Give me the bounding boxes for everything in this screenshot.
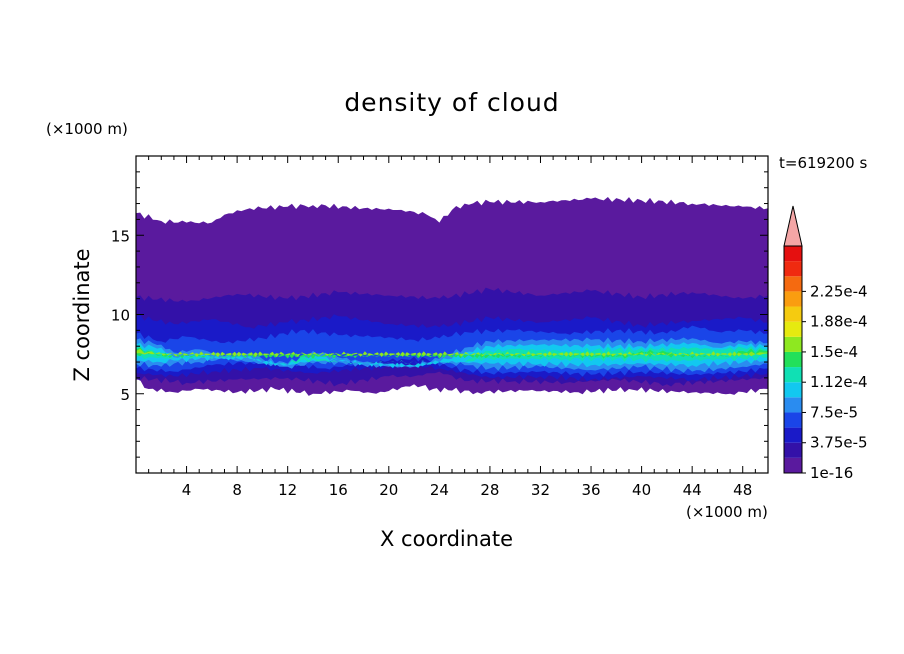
x-axis-label: X coordinate [380, 527, 514, 551]
x-tick-label: 48 [733, 481, 752, 499]
colorbar-swatch [784, 457, 802, 473]
x-axis-unit: (×1000 m) [686, 503, 768, 521]
y-axis-ticks: 5 10 15 [111, 171, 768, 458]
colorbar-swatch [784, 397, 802, 413]
colorbar-swatch [784, 336, 802, 352]
time-annotation: t=619200 s [779, 154, 868, 172]
contour-band-8 [136, 348, 768, 358]
colorbar-swatch [784, 261, 802, 277]
colorbar-frame [783, 245, 803, 474]
x-axis-ticks: 4 8 12 16 20 24 28 32 36 40 44 48 [148, 156, 756, 499]
y-tick-label: 15 [111, 227, 130, 245]
colorbar-swatch [784, 246, 802, 262]
colorbar-swatch [784, 306, 802, 322]
z-axis-unit: (×1000 m) [46, 120, 128, 138]
contour-band-6 [136, 345, 768, 366]
chart-title: density of cloud [344, 88, 560, 117]
contour-band-5 [136, 342, 768, 368]
colorbar-extend-arrow [783, 205, 803, 247]
y-tick-label: 5 [120, 386, 130, 404]
colorbar-swatch [784, 276, 802, 292]
colorbar-label: 1.12e-4 [810, 373, 868, 391]
x-tick-label: 8 [232, 481, 242, 499]
colorbar-swatch [784, 291, 802, 307]
colorbar-swatch [784, 382, 802, 398]
contour-fill-layer [136, 197, 768, 396]
colorbar-label: 7.5e-5 [810, 403, 858, 421]
colorbar-swatch [784, 412, 802, 428]
x-tick-label: 40 [632, 481, 651, 499]
x-tick-label: 4 [182, 481, 192, 499]
colorbar: 1e-16 3.75e-5 7.5e-5 1.12e-4 1.5e-4 1.88e-4 2.… [783, 205, 868, 482]
x-tick-label: 12 [278, 481, 297, 499]
x-tick-label: 20 [379, 481, 398, 499]
colorbar-label: 1.88e-4 [810, 313, 868, 331]
y-tick-label: 10 [111, 307, 130, 325]
x-tick-label: 16 [329, 481, 348, 499]
colorbar-label: 1.5e-4 [810, 343, 858, 361]
colorbar-label: 1e-16 [810, 464, 853, 482]
colorbar-swatch [784, 351, 802, 368]
colorbar-label: 2.25e-4 [810, 282, 868, 300]
colorbar-label: 3.75e-5 [810, 434, 868, 452]
x-tick-label: 32 [531, 481, 550, 499]
x-tick-label: 28 [480, 481, 499, 499]
colorbar-swatch [784, 321, 802, 337]
colorbar-swatch [784, 442, 802, 458]
colorbar-swatch [784, 367, 802, 383]
colorbar-swatch [784, 427, 802, 443]
x-tick-label: 44 [683, 481, 702, 499]
x-tick-label: 24 [430, 481, 449, 499]
x-tick-label: 36 [581, 481, 600, 499]
